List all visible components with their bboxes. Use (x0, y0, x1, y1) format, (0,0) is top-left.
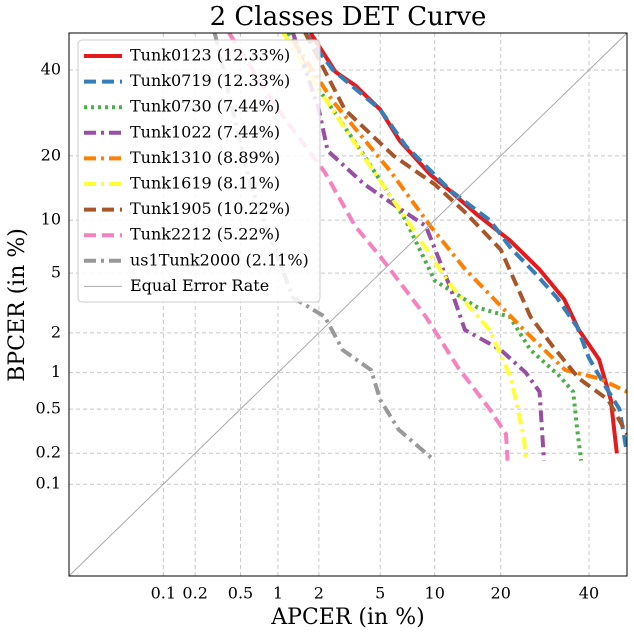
series-line (303, 33, 627, 436)
y-tick-label: 2 (51, 322, 61, 341)
y-tick-label: 40 (41, 59, 61, 78)
legend-label: Tunk0730 (7.44%) (130, 97, 280, 116)
y-tick-label: 10 (41, 210, 61, 229)
y-axis-label: BPCER (in %) (5, 228, 30, 382)
x-tick-label: 1 (273, 584, 283, 603)
plot-frame (68, 32, 628, 577)
x-tick-label: 5 (375, 584, 385, 603)
legend-label: Tunk1619 (8.11%) (130, 174, 280, 193)
series-line (291, 39, 627, 394)
legend-box (77, 39, 321, 303)
series-line (281, 33, 528, 461)
y-tick-label: 1 (51, 362, 61, 381)
x-tick-label: 0.5 (228, 584, 253, 603)
series-line (212, 33, 437, 463)
y-tick-label: 5 (51, 263, 61, 282)
legend-label: Tunk1905 (10.22%) (130, 199, 290, 218)
x-tick-label: 10 (425, 584, 445, 603)
series-line (308, 33, 619, 454)
legend-label: Tunk0123 (12.33%) (130, 46, 290, 65)
series-line (69, 33, 627, 576)
legend-label: Equal Error Rate (130, 276, 269, 295)
legend-label: Tunk1022 (7.44%) (130, 122, 280, 141)
y-tick-label: 20 (41, 145, 61, 164)
y-tick-label: 0.1 (36, 474, 61, 493)
x-axis-label: APCER (in %) (270, 605, 424, 630)
chart-title: 2 Classes DET Curve (210, 2, 487, 32)
series-line (291, 33, 546, 461)
y-tick-label: 0.2 (36, 443, 61, 462)
legend-label: Tunk0719 (12.33%) (130, 71, 290, 90)
x-tick-label: 20 (491, 584, 511, 603)
series-line (303, 33, 627, 454)
legend-label: Tunk2212 (5.22%) (130, 225, 280, 244)
x-tick-label: 40 (579, 584, 599, 603)
x-tick-label: 0.1 (151, 584, 176, 603)
plot-lines (69, 33, 627, 576)
x-tick-label: 0.2 (182, 584, 207, 603)
y-tick-label: 0.5 (36, 399, 61, 418)
legend: Tunk0123 (12.33%) Tunk0719 (12.33%) Tunk07… (77, 39, 321, 303)
legend-label: Tunk1310 (8.89%) (130, 148, 280, 167)
x-tick-label: 2 (314, 584, 324, 603)
legend-label: us1Tunk2000 (2.11%) (130, 250, 309, 269)
